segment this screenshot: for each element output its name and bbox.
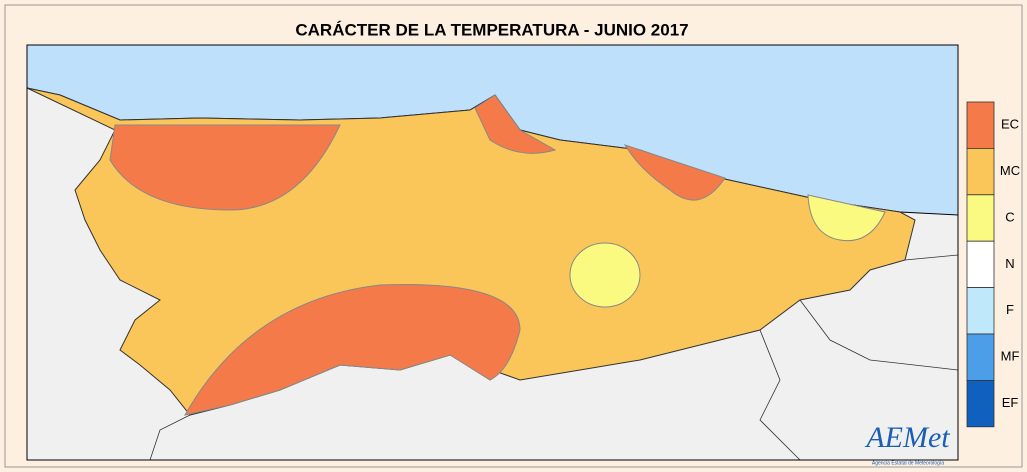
zone-ec xyxy=(623,144,726,201)
outer-frame xyxy=(4,4,1023,468)
map-title: CARÁCTER DE LA TEMPERATURA - JUNIO 2017 xyxy=(295,20,688,39)
map-frame xyxy=(26,44,959,461)
zone-ec xyxy=(109,124,341,211)
map xyxy=(26,44,959,461)
legend-label: C xyxy=(1005,209,1014,224)
legend-label: EC xyxy=(1001,117,1019,132)
legend-swatch xyxy=(966,101,995,149)
logo-subtitle: Agencia Estatal de Meteorología xyxy=(872,460,944,466)
legend-swatch xyxy=(966,194,995,242)
legend: EC MC C N F MF EF xyxy=(966,101,1020,428)
zone-c xyxy=(807,194,886,242)
legend-label: EF xyxy=(1002,395,1019,410)
logo: AEMet Agencia Estatal de Meteorología xyxy=(864,421,950,466)
legend-swatch xyxy=(966,333,995,381)
legend-swatch xyxy=(966,147,995,196)
legend-swatch xyxy=(966,287,995,335)
zone-ec xyxy=(184,284,521,416)
zone-c xyxy=(569,242,641,308)
zone-ec xyxy=(474,94,557,154)
legend-swatch xyxy=(966,379,995,428)
legend-label: F xyxy=(1006,302,1014,317)
borders xyxy=(149,254,959,461)
legend-label: N xyxy=(1005,256,1014,271)
logo-name: AEMet xyxy=(864,421,950,454)
legend-label: MC xyxy=(1000,163,1020,178)
legend-label: MF xyxy=(1001,349,1020,364)
legend-swatch xyxy=(966,240,995,288)
